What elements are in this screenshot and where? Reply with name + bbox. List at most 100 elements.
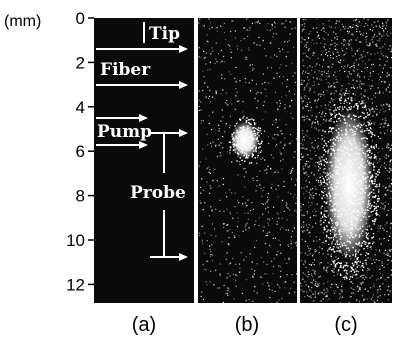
emission-dot <box>323 201 326 203</box>
noise-dot <box>377 291 379 293</box>
noise-dot <box>229 275 231 277</box>
noise-dot <box>352 264 354 266</box>
noise-dot <box>350 34 352 36</box>
noise-dot <box>296 197 297 199</box>
noise-dot <box>380 47 382 49</box>
noise-dot <box>279 50 281 52</box>
noise-dot <box>376 113 378 115</box>
emission-dot <box>328 192 330 195</box>
emission-dot <box>244 145 246 147</box>
noise-dot <box>283 185 285 187</box>
emission-dot <box>371 132 373 134</box>
noise-dot <box>244 118 246 121</box>
noise-dot <box>351 292 353 294</box>
noise-dot <box>388 285 390 287</box>
emission-dot <box>351 228 353 230</box>
emission-dot <box>328 178 330 180</box>
noise-dot <box>317 121 319 123</box>
noise-dot <box>333 290 335 292</box>
noise-dot <box>236 100 238 103</box>
noise-dot <box>356 50 358 52</box>
noise-dot <box>380 132 382 134</box>
emission-dot <box>374 185 377 188</box>
emission-dot <box>366 150 368 152</box>
emission-dot <box>356 263 358 265</box>
emission-dot <box>339 210 341 213</box>
emission-dot <box>335 157 337 159</box>
emission-dot <box>349 160 351 163</box>
noise-dot <box>219 263 221 265</box>
noise-dot <box>312 300 315 302</box>
noise-dot <box>318 276 320 278</box>
emission-dot <box>365 180 367 183</box>
axis-tick-label: 10 <box>66 231 85 250</box>
noise-dot <box>341 285 343 287</box>
noise-dot <box>374 301 376 303</box>
noise-dot <box>322 241 324 243</box>
noise-dot <box>382 55 384 57</box>
noise-dot <box>383 104 385 106</box>
noise-dot <box>330 26 332 28</box>
emission-dot <box>333 110 335 112</box>
emission-dot <box>323 213 325 216</box>
emission-dot <box>330 183 333 186</box>
noise-dot <box>336 36 338 38</box>
emission-dot <box>228 141 231 143</box>
emission-dot <box>361 158 364 161</box>
noise-dot <box>310 107 312 109</box>
noise-dot <box>224 38 227 40</box>
noise-dot <box>300 159 302 161</box>
emission-dot <box>341 115 344 117</box>
noise-dot <box>372 70 374 72</box>
emission-dot <box>359 198 361 200</box>
noise-dot <box>306 131 308 133</box>
noise-dot <box>284 137 286 139</box>
emission-dot <box>324 228 326 230</box>
emission-dot <box>331 226 333 228</box>
emission-dot <box>327 173 330 176</box>
noise-dot <box>265 235 267 237</box>
noise-dot <box>262 203 264 205</box>
noise-dot <box>234 77 236 79</box>
noise-dot <box>304 240 306 242</box>
emission-dot <box>344 244 346 246</box>
noise-dot <box>306 130 308 132</box>
noise-dot <box>388 74 390 76</box>
emission-dot <box>367 203 369 206</box>
noise-dot <box>257 100 259 102</box>
emission-dot <box>330 148 332 150</box>
emission-dot <box>247 157 249 159</box>
emission-dot <box>252 138 255 140</box>
noise-dot <box>294 27 296 29</box>
noise-dot <box>319 238 321 241</box>
noise-dot <box>209 61 211 63</box>
noise-dot <box>314 127 316 129</box>
noise-dot <box>227 104 229 106</box>
emission-dot <box>355 273 358 275</box>
emission-dot <box>360 244 363 246</box>
noise-dot <box>225 123 227 125</box>
noise-dot <box>308 79 310 81</box>
noise-dot <box>229 152 231 154</box>
noise-dot <box>334 90 336 92</box>
noise-dot <box>222 301 224 303</box>
noise-dot <box>263 130 266 132</box>
emission-dot <box>259 143 261 145</box>
noise-dot <box>218 53 220 55</box>
noise-dot <box>388 84 390 86</box>
noise-dot <box>244 168 246 170</box>
noise-dot <box>307 276 309 278</box>
noise-dot <box>353 67 355 69</box>
emission-dot <box>355 152 358 155</box>
emission-dot <box>347 247 350 249</box>
noise-dot <box>322 253 324 255</box>
noise-dot <box>245 81 247 84</box>
noise-dot <box>339 62 341 64</box>
emission-dot <box>338 233 341 235</box>
noise-dot <box>306 115 308 117</box>
noise-dot <box>251 268 253 270</box>
noise-dot <box>289 209 291 211</box>
noise-dot <box>232 20 234 22</box>
emission-dot <box>259 146 261 148</box>
noise-dot <box>339 93 341 95</box>
